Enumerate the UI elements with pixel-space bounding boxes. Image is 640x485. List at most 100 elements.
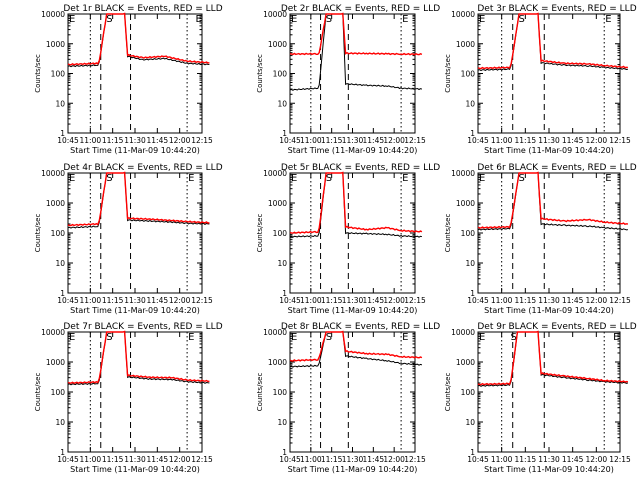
- y-tick-label: 1000: [456, 40, 475, 49]
- x-tick-label: 11:00: [80, 136, 102, 145]
- detector-panel: Det 2r BLACK = Events, RED = LLD 1 10 100 10…: [256, 4, 440, 155]
- lld-series-line: [289, 330, 423, 362]
- y-tick-label: 1000: [46, 358, 65, 367]
- marker-label: S: [518, 173, 524, 184]
- x-tick-label: 11:00: [80, 296, 102, 305]
- marker-label: E: [69, 173, 75, 184]
- x-tick-label: 12:00: [586, 455, 608, 464]
- panel-title: Det 8r BLACK = Events, RED = LLD: [281, 322, 440, 332]
- y-tick-label: 100: [273, 388, 288, 397]
- y-tick-label: 1000: [456, 199, 475, 208]
- marker-label: S: [106, 14, 112, 25]
- x-tick-label: 12:15: [404, 296, 426, 305]
- events-series-line: [67, 330, 210, 386]
- plot-frame: [67, 331, 203, 453]
- events-series-line: [67, 12, 210, 68]
- marker-label: E: [605, 173, 611, 184]
- y-tick-label: 100: [461, 229, 476, 238]
- lld-series-line: [477, 12, 628, 70]
- x-tick-label: 11:45: [363, 296, 385, 305]
- lld-series-line: [477, 171, 628, 229]
- x-axis-label: Start Time (11-Mar-09 10:44:20): [484, 306, 614, 315]
- x-tick-label: 11:45: [562, 296, 584, 305]
- x-tick-label: 12:00: [169, 296, 191, 305]
- y-tick-label: 1000: [268, 358, 287, 367]
- marker-label: E: [479, 332, 485, 343]
- y-tick-label: 100: [51, 229, 66, 238]
- x-tick-label: 12:15: [191, 455, 213, 464]
- x-tick-label: 10:45: [57, 296, 79, 305]
- y-tick-label: 10000: [263, 10, 287, 19]
- y-tick-label: 10000: [263, 169, 287, 178]
- x-tick-label: 11:30: [538, 136, 560, 145]
- detector-panel: Det 5r BLACK = Events, RED = LLD 1 10 100 10…: [256, 163, 440, 315]
- x-tick-label: 11:15: [515, 455, 537, 464]
- x-tick-label: 11:15: [321, 136, 343, 145]
- x-axis-label: Start Time (11-Mar-09 10:44:20): [484, 465, 614, 474]
- y-tick-label: 10000: [263, 328, 287, 337]
- y-tick-label: 1000: [456, 358, 475, 367]
- y-tick-label: 1000: [268, 40, 287, 49]
- x-tick-label: 11:30: [538, 455, 560, 464]
- x-tick-label: 11:45: [147, 296, 169, 305]
- panel-title: Det 7r BLACK = Events, RED = LLD: [63, 322, 222, 332]
- x-tick-label: 11:30: [124, 296, 146, 305]
- marker-label: S: [511, 332, 517, 343]
- y-tick-label: 10: [465, 259, 475, 268]
- lld-series-line: [289, 171, 423, 234]
- y-axis-label: Counts/sec: [34, 373, 42, 412]
- x-tick-label: 12:00: [383, 455, 405, 464]
- lld-series-line: [67, 12, 210, 66]
- y-tick-label: 1: [60, 448, 65, 457]
- y-tick-label: 10: [55, 259, 65, 268]
- plot-frame: [289, 331, 416, 453]
- panel-title: Det 4r BLACK = Events, RED = LLD: [63, 163, 222, 173]
- plot-frame: [477, 172, 621, 294]
- detector-panel: Det 4r BLACK = Events, RED = LLD 1 10 100 10…: [34, 163, 223, 315]
- y-tick-label: 1: [470, 448, 475, 457]
- panel-title: Det 1r BLACK = Events, RED = LLD: [63, 4, 222, 14]
- x-tick-label: 11:15: [102, 296, 124, 305]
- lld-series-line: [67, 171, 210, 227]
- y-tick-label: 10: [277, 99, 287, 108]
- events-series-line: [477, 330, 628, 387]
- detector-panel: Det 3r BLACK = Events, RED = LLD 1 10 100 10…: [444, 4, 637, 155]
- y-tick-label: 10000: [451, 328, 475, 337]
- marker-label: S: [518, 14, 524, 25]
- marker-label: E: [402, 14, 408, 25]
- marker-label: E: [402, 173, 408, 184]
- x-tick-label: 12:00: [586, 136, 608, 145]
- x-tick-label: 10:45: [467, 296, 489, 305]
- detector-panel: Det 9r BLACK = Events, RED = LLD 1 10 100 10…: [444, 322, 637, 474]
- x-tick-label: 12:15: [191, 136, 213, 145]
- y-tick-label: 10000: [41, 169, 65, 178]
- panel-title: Det 2r BLACK = Events, RED = LLD: [281, 4, 440, 14]
- events-series-line: [289, 171, 423, 238]
- x-tick-label: 10:45: [279, 455, 301, 464]
- x-tick-label: 10:45: [279, 136, 301, 145]
- y-tick-label: 1000: [268, 199, 287, 208]
- marker-label: E: [196, 14, 202, 25]
- x-tick-label: 11:00: [80, 455, 102, 464]
- y-axis-label: Counts/sec: [256, 214, 264, 253]
- y-tick-label: 1: [60, 129, 65, 138]
- x-tick-label: 11:45: [147, 455, 169, 464]
- x-tick-label: 11:45: [562, 136, 584, 145]
- marker-label: S: [326, 173, 332, 184]
- x-tick-label: 10:45: [279, 296, 301, 305]
- x-tick-label: 12:00: [169, 455, 191, 464]
- y-tick-label: 10: [55, 99, 65, 108]
- y-tick-label: 100: [51, 388, 66, 397]
- y-tick-label: 100: [461, 70, 476, 79]
- y-tick-label: 1: [470, 129, 475, 138]
- marker-label: E: [69, 14, 75, 25]
- y-tick-label: 10000: [41, 10, 65, 19]
- marker-label: E: [69, 332, 75, 343]
- x-tick-label: 11:00: [300, 136, 322, 145]
- marker-label: E: [188, 173, 194, 184]
- x-tick-label: 11:00: [300, 455, 322, 464]
- y-tick-label: 100: [51, 70, 66, 79]
- x-tick-label: 11:30: [342, 136, 364, 145]
- plot-frame: [289, 13, 416, 134]
